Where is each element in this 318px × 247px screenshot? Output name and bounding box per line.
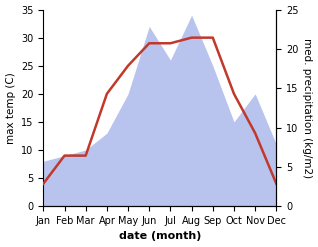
Y-axis label: max temp (C): max temp (C) [5,72,16,144]
Y-axis label: med. precipitation (kg/m2): med. precipitation (kg/m2) [302,38,313,178]
X-axis label: date (month): date (month) [119,231,201,242]
